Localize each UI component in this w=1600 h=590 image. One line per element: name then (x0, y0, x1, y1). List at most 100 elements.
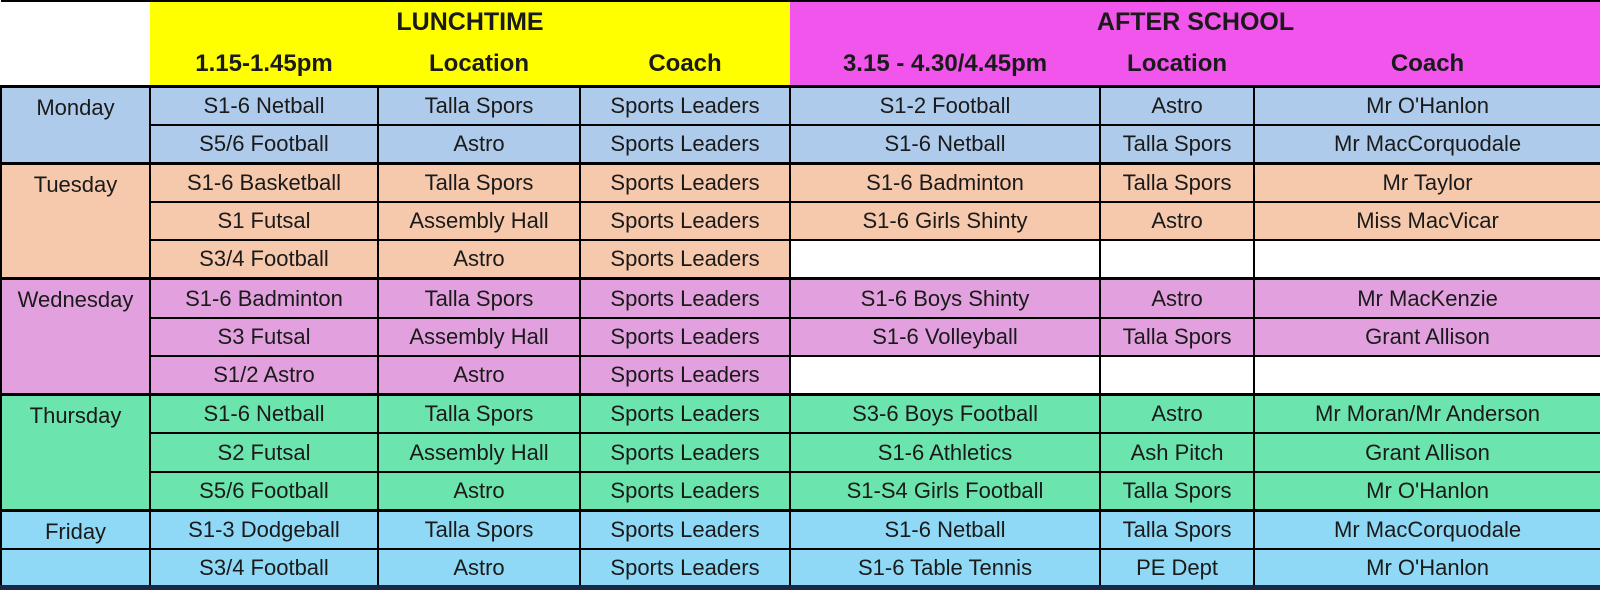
after-activity-cell: S1-6 Badminton (789, 161, 1102, 203)
table-row: Wednesday S1-6 Badminton Talla Spors Spo… (0, 277, 1600, 396)
lunch-activity-cell: S3/4 Football (149, 548, 379, 590)
after-coach-cell: Mr MacCorquodale (1253, 124, 1600, 165)
after-activity-cell: S1-6 Table Tennis (789, 548, 1102, 590)
after-activity-cell-empty (789, 239, 1102, 280)
after-coach-column-header: Coach (1254, 43, 1600, 88)
after-coach-cell: Miss MacVicar (1253, 201, 1600, 242)
after-activity-cell: S1-2 Football (789, 84, 1102, 126)
lunch-coach-cell: Sports Leaders (578, 393, 792, 435)
lunch-coach-cell: Sports Leaders (578, 239, 792, 280)
after-coach-cell: Grant Allison (1253, 317, 1600, 358)
lunch-activity-cell: S3 Futsal (149, 317, 379, 358)
after-school-header: AFTER SCHOOL (790, 0, 1600, 43)
after-activity-cell: S1-S4 Girls Football (789, 471, 1102, 512)
lunch-location-cell: Astro (377, 124, 581, 165)
after-location-cell: Talla Spors (1099, 317, 1256, 358)
lunch-activity-cell: S1-6 Netball (149, 393, 379, 435)
lunch-activity-cell: S3/4 Football (149, 239, 379, 280)
after-location-cell-empty (1099, 355, 1256, 396)
after-location-cell: Ash Pitch (1099, 432, 1256, 473)
lunch-location-cell: Astro (377, 239, 581, 280)
lunch-location-cell: Talla Spors (377, 84, 581, 126)
table-row: S3/4 Football Astro Sports Leaders S1-6 … (0, 548, 1600, 590)
after-location-cell: Talla Spors (1099, 161, 1256, 203)
lunch-coach-column-header: Coach (580, 43, 791, 88)
after-coach-cell: Grant Allison (1253, 432, 1600, 473)
lunch-coach-cell: Sports Leaders (578, 548, 792, 590)
lunch-coach-cell: Sports Leaders (578, 471, 792, 512)
after-location-cell: Astro (1099, 393, 1256, 435)
table-row: Tuesday S1-6 Basketball Talla Spors Spor… (0, 161, 1600, 280)
after-coach-cell-empty (1253, 355, 1600, 396)
table-row: S5/6 Football Astro Sports Leaders S1-6 … (1, 124, 1600, 165)
table-row: S3/4 Football Astro Sports Leaders (1, 239, 1600, 280)
after-location-cell: Talla Spors (1099, 471, 1256, 512)
table-row: S1/2 Astro Astro Sports Leaders (1, 355, 1600, 396)
day-cell-empty (0, 548, 151, 590)
after-activity-cell-empty (789, 355, 1102, 396)
table-row: Thursday S1-6 Netball Talla Spors Sports… (0, 393, 1600, 512)
table-row: S1 Futsal Assembly Hall Sports Leaders S… (1, 201, 1600, 242)
lunch-location-cell: Talla Spors (377, 509, 581, 551)
lunch-location-cell: Assembly Hall (377, 201, 581, 242)
lunch-coach-cell: Sports Leaders (578, 84, 792, 126)
after-location-cell: PE Dept (1099, 548, 1256, 590)
lunch-location-cell: Talla Spors (377, 277, 581, 319)
day-cell: Friday (0, 509, 151, 551)
lunch-location-cell: Astro (377, 471, 581, 512)
lunch-location-cell: Talla Spors (377, 393, 581, 435)
day-cell: Monday (0, 84, 151, 165)
after-location-cell: Astro (1099, 277, 1256, 319)
after-location-column-header: Location (1100, 43, 1255, 88)
table-row: S5/6 Football Astro Sports Leaders S1-S4… (1, 471, 1600, 512)
lunch-location-column-header: Location (378, 43, 580, 88)
lunch-activity-cell: S1-6 Badminton (149, 277, 379, 319)
after-coach-cell: Mr O'Hanlon (1253, 471, 1600, 512)
after-activity-cell: S1-6 Netball (789, 509, 1102, 551)
lunch-activity-cell: S1/2 Astro (149, 355, 379, 396)
corner-blank-cell (1, 0, 150, 86)
after-coach-cell: Mr O'Hanlon (1253, 548, 1600, 590)
lunch-location-cell: Assembly Hall (377, 317, 581, 358)
after-location-cell-empty (1099, 239, 1256, 280)
table-row: S2 Futsal Assembly Hall Sports Leaders S… (1, 432, 1600, 473)
after-coach-cell: Mr MacKenzie (1253, 277, 1600, 319)
after-location-cell: Astro (1099, 201, 1256, 242)
after-coach-cell: Mr Moran/Mr Anderson (1253, 393, 1600, 435)
lunch-coach-cell: Sports Leaders (578, 161, 792, 203)
table-row: S3 Futsal Assembly Hall Sports Leaders S… (1, 317, 1600, 358)
after-activity-cell: S1-6 Volleyball (789, 317, 1102, 358)
lunch-coach-cell: Sports Leaders (578, 317, 792, 358)
day-cell: Tuesday (0, 161, 151, 280)
lunch-location-cell: Talla Spors (377, 161, 581, 203)
lunch-activity-cell: S1-3 Dodgeball (149, 509, 379, 551)
lunch-coach-cell: Sports Leaders (578, 201, 792, 242)
after-location-cell: Talla Spors (1099, 509, 1256, 551)
lunch-coach-cell: Sports Leaders (578, 124, 792, 165)
lunch-activity-cell: S1 Futsal (149, 201, 379, 242)
lunch-activity-cell: S1-6 Netball (149, 84, 379, 126)
after-activity-cell: S3-6 Boys Football (789, 393, 1102, 435)
after-coach-cell: Mr Taylor (1253, 161, 1600, 203)
after-coach-cell-empty (1253, 239, 1600, 280)
after-coach-cell: Mr O'Hanlon (1253, 84, 1600, 126)
day-cell: Thursday (0, 393, 151, 512)
after-time-column-header: 3.15 - 4.30/4.45pm (790, 43, 1101, 88)
lunch-location-cell: Astro (377, 548, 581, 590)
lunch-activity-cell: S1-6 Basketball (149, 161, 379, 203)
lunch-location-cell: Astro (377, 355, 581, 396)
lunch-activity-cell: S5/6 Football (149, 124, 379, 165)
table-row: Friday S1-3 Dodgeball Talla Spors Sports… (0, 509, 1600, 551)
after-location-cell: Talla Spors (1099, 124, 1256, 165)
day-cell: Wednesday (0, 277, 151, 396)
table-row: Monday S1-6 Netball Talla Spors Sports L… (0, 84, 1600, 165)
lunch-coach-cell: Sports Leaders (578, 277, 792, 319)
lunchtime-header: LUNCHTIME (150, 0, 791, 43)
after-location-cell: Astro (1099, 84, 1256, 126)
after-activity-cell: S1-6 Boys Shinty (789, 277, 1102, 319)
lunch-activity-cell: S5/6 Football (149, 471, 379, 512)
after-activity-cell: S1-6 Girls Shinty (789, 201, 1102, 242)
lunch-location-cell: Assembly Hall (377, 432, 581, 473)
lunch-coach-cell: Sports Leaders (578, 432, 792, 473)
